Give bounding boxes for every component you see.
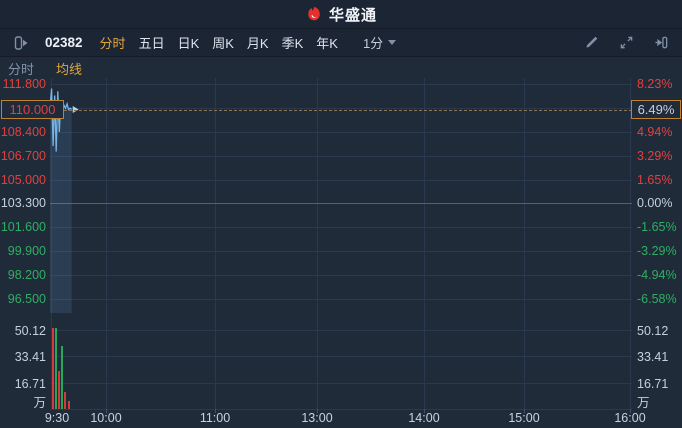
price-axis-label: 98.200 (7, 268, 46, 283)
time-label: 14:00 (408, 411, 440, 425)
percent-axis-label: 1.65% (637, 172, 673, 187)
volume-bar (51, 328, 54, 409)
legend-junxian[interactable]: 均线 (56, 61, 83, 77)
price-line (49, 88, 73, 152)
stock-code: 02382 (45, 35, 83, 50)
volume-axis-label: 33.41 (14, 350, 46, 365)
volume-bar (61, 345, 64, 409)
current-price-tag: 110.000 (1, 100, 64, 120)
volume-baseline (50, 409, 632, 410)
chart-toolbar: 02382 分时 五日 日K 周K 月K 季K 年K 1分 (0, 29, 682, 57)
volume-grid-line (50, 329, 632, 331)
price-axis-label: 103.300 (0, 196, 46, 211)
indicator-legend: 分时 均线 (0, 57, 682, 79)
time-tick (215, 409, 216, 413)
volume-axis-label: 16.71 (637, 376, 669, 391)
grid-line-horizontal (50, 155, 632, 157)
volume-bar (67, 401, 70, 409)
tab-quarter-k[interactable]: 季K (281, 36, 304, 51)
time-label: 10:00 (90, 411, 122, 425)
grid-line-horizontal (50, 179, 632, 181)
time-tick (524, 409, 525, 413)
volume-bar (64, 391, 67, 409)
time-label: 15:00 (508, 411, 540, 425)
grid-line-horizontal (50, 227, 632, 229)
price-line-layer (49, 88, 79, 313)
percent-axis-label: 3.29% (637, 148, 673, 163)
volume-axis-label: 50.12 (637, 323, 669, 338)
price-axis-label: 108.400 (0, 124, 46, 139)
grid-line-horizontal (50, 299, 632, 300)
time-tick (630, 409, 631, 413)
percent-axis-label: -3.29% (637, 244, 677, 259)
percent-axis-label: 8.23% (637, 77, 673, 91)
grid-line-vertical (630, 78, 631, 409)
time-label: 16:00 (614, 411, 646, 425)
grid-line-horizontal (50, 203, 632, 205)
grid-line-horizontal (50, 131, 632, 133)
brand-name: 华盛通 (328, 6, 377, 24)
legend-fenshi[interactable]: 分时 (8, 61, 35, 77)
percent-axis-label: 4.94% (637, 124, 673, 139)
grid-line-horizontal (50, 275, 632, 277)
time-label: 11:00 (199, 411, 231, 425)
grid-line-horizontal (50, 84, 632, 85)
dock-right-icon[interactable] (650, 32, 672, 54)
brand-header: 华盛通 (0, 0, 682, 29)
tab-year-k[interactable]: 年K (316, 36, 338, 51)
price-axis-label: 111.800 (2, 77, 46, 91)
price-area-fill (50, 88, 72, 313)
price-axis-label: 96.500 (7, 292, 46, 306)
volume-grid-line (50, 356, 632, 358)
tab-week-k[interactable]: 周K (212, 36, 234, 51)
volume-unit-label: 万 (33, 396, 46, 410)
grid-line-vertical (317, 78, 318, 409)
percent-axis-label: -6.58% (637, 292, 677, 306)
period-label: 1分 (362, 36, 384, 51)
percent-axis-label: -1.65% (637, 220, 677, 235)
price-axis-label: 105.000 (0, 172, 46, 187)
grid-line-vertical (51, 78, 52, 409)
current-point-marker (72, 106, 79, 114)
volume-axis-label: 50.12 (14, 323, 46, 338)
percent-axis-label: -4.94% (637, 268, 677, 283)
flame-logo-icon (305, 5, 323, 23)
grid-line-horizontal (50, 251, 632, 253)
time-tick (317, 409, 318, 413)
current-price-dashed-line (64, 109, 632, 111)
period-selector[interactable]: 1分 (362, 33, 397, 52)
volume-axis-label: 16.71 (14, 376, 46, 391)
percent-axis-label: 0.00% (637, 196, 673, 211)
grid-line-horizontal (50, 107, 632, 109)
time-label: 9:30 (44, 411, 70, 425)
volume-axis-label: 33.41 (637, 350, 669, 365)
chevron-down-icon (388, 40, 397, 45)
tab-month-k[interactable]: 月K (246, 36, 269, 51)
volume-bar (54, 327, 57, 409)
time-tick (424, 409, 425, 413)
pencil-icon[interactable] (580, 32, 602, 54)
tab-day-k[interactable]: 日K (177, 36, 200, 51)
time-tick (106, 409, 107, 413)
price-axis-label: 101.600 (0, 220, 46, 235)
volume-unit-label: 万 (637, 396, 650, 410)
grid-line-vertical (106, 78, 107, 409)
volume-bar (57, 371, 60, 409)
collapse-panel-icon[interactable] (10, 32, 32, 54)
current-percent-tag: 6.49% (631, 100, 681, 120)
time-label: 13:00 (301, 411, 333, 425)
grid-line-vertical (424, 78, 425, 409)
expand-fullscreen-icon[interactable] (615, 32, 637, 54)
price-axis-label: 99.900 (7, 244, 46, 259)
grid-line-vertical (524, 78, 525, 409)
price-axis-label: 106.700 (0, 148, 46, 163)
grid-line-vertical (215, 78, 216, 409)
volume-grid-line (50, 382, 632, 384)
tab-five-day[interactable]: 五日 (138, 36, 165, 51)
tab-fenshi[interactable]: 分时 (99, 36, 126, 51)
